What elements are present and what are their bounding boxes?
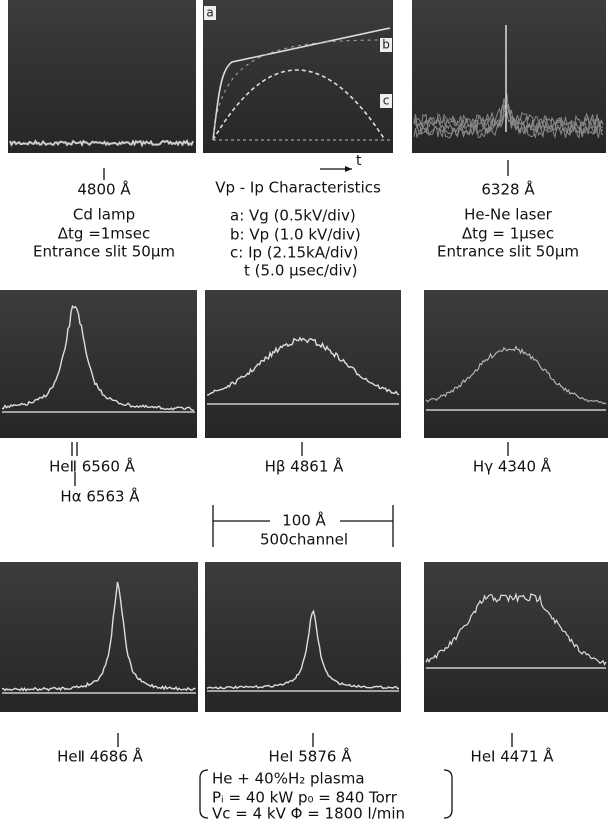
note: Hα 6563 Å — [60, 487, 140, 506]
trace — [413, 103, 604, 133]
note: c: Ip (2.15kA/div) — [230, 244, 358, 262]
curve-label: c — [383, 94, 390, 108]
note: Cd lamp — [73, 206, 135, 224]
scale-bar — [212, 505, 394, 547]
trace — [425, 592, 607, 666]
photo — [424, 290, 608, 438]
photo — [424, 562, 608, 712]
note: Δtg =1msec — [58, 225, 150, 243]
photo — [203, 0, 393, 153]
arrow-head — [345, 166, 352, 172]
photo — [0, 290, 197, 438]
caption: Vp - Ip Characteristics — [215, 179, 381, 197]
note: He-Ne laser — [464, 206, 553, 224]
curve-a — [212, 27, 391, 141]
panels — [0, 0, 608, 712]
photo — [8, 0, 196, 153]
trace — [425, 345, 607, 405]
trace — [206, 609, 400, 690]
note: Entrance slit 50μm — [33, 243, 175, 261]
photo — [205, 290, 401, 438]
curve-label: a — [206, 6, 213, 20]
trace — [1, 304, 195, 412]
bracket — [199, 769, 209, 819]
note: b: Vp (1.0 kV/div) — [230, 226, 361, 244]
label-box — [204, 6, 216, 20]
curve-label: b — [382, 38, 390, 52]
note: a: Vg (0.5kV/div) — [230, 207, 356, 225]
bracket — [443, 769, 453, 819]
trace — [413, 93, 604, 128]
label-box — [380, 38, 392, 52]
curve-c — [212, 69, 386, 141]
note: Entrance slit 50μm — [437, 243, 579, 261]
curve-label: t — [356, 153, 362, 169]
caption: Hγ 4340 Å — [473, 457, 552, 476]
caption: HeⅠ 4471 Å — [471, 747, 555, 766]
scale-length: 100 Å — [282, 511, 326, 530]
caption: HeⅡ 4686 Å — [57, 747, 144, 766]
photo — [205, 562, 401, 712]
condition: Pᵢ = 40 kW p₀ = 840 Torr — [212, 789, 398, 807]
scale-channels: 500channel — [260, 531, 348, 549]
position-ticks — [71, 160, 513, 747]
trace — [207, 336, 400, 396]
trace — [413, 112, 604, 140]
caption: Hβ 4861 Å — [265, 457, 345, 476]
condition: Vc = 4 kV Φ = 1800 l/min — [212, 805, 405, 819]
caption: 6328 Å — [481, 180, 535, 199]
trace — [9, 138, 194, 148]
traces — [1, 25, 607, 694]
condition: He + 40%H₂ plasma — [212, 770, 365, 788]
curve-b — [212, 39, 386, 141]
note: t (5.0 μsec/div) — [244, 262, 357, 280]
label-box — [380, 94, 392, 108]
note: Δtg = 1μsec — [462, 225, 554, 243]
trace — [1, 581, 196, 692]
caption: 4800 Å — [77, 180, 131, 199]
caption: HeⅡ 6560 Å — [49, 457, 136, 476]
caption: HeⅠ 5876 Å — [269, 747, 353, 766]
